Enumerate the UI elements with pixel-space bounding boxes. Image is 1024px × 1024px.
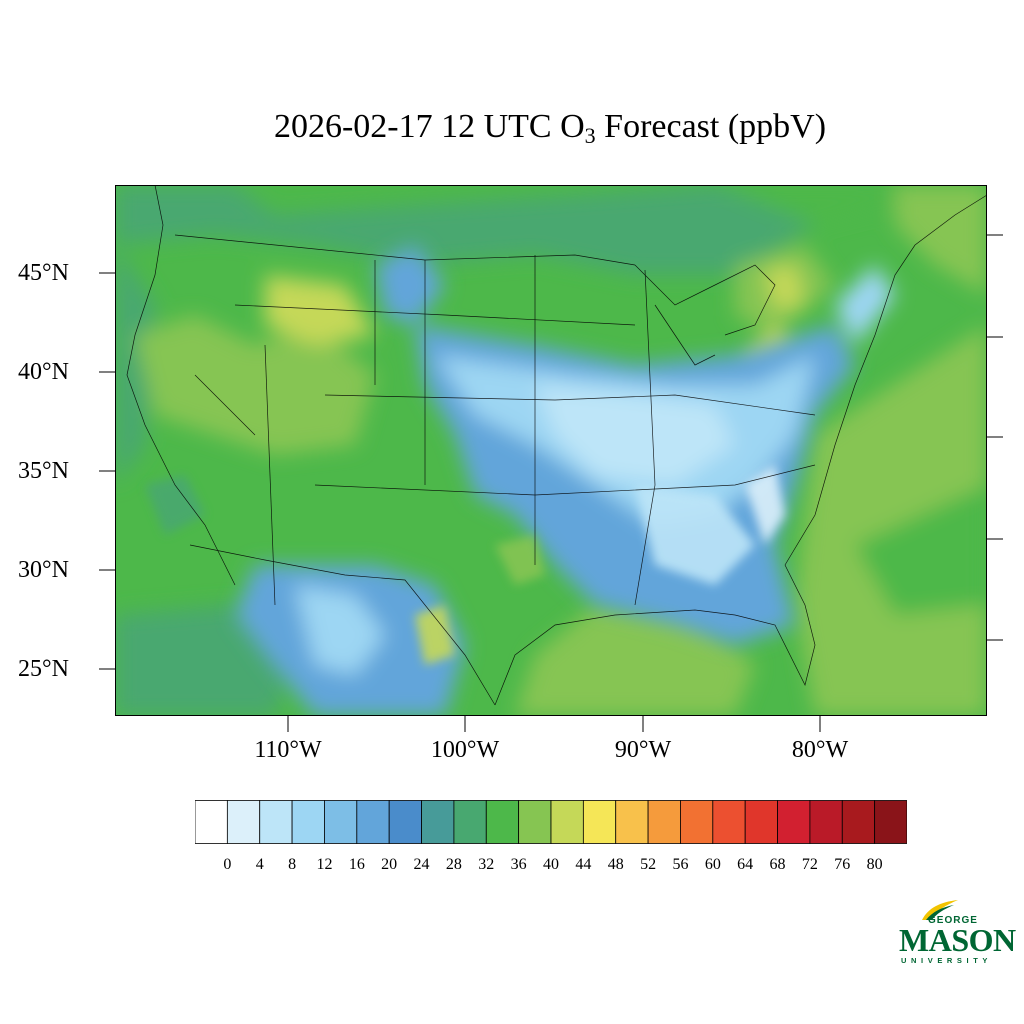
colorbar-box <box>291 800 325 844</box>
ozone-detail <box>145 465 785 665</box>
logo-flame-icon <box>922 900 958 920</box>
colorbar-box <box>356 800 390 844</box>
colorbar-tick-label: 44 <box>575 856 592 873</box>
colorbar-box <box>874 800 907 844</box>
bottom-ticks <box>287 716 821 732</box>
colorbar-box <box>744 800 778 844</box>
colorbar-tick-label: 40 <box>543 856 559 873</box>
lon-label-100w: 100°W <box>430 737 500 763</box>
colorbar-tick-label: 12 <box>316 856 333 873</box>
colorbar-box <box>647 800 681 844</box>
colorbar-box <box>809 800 843 844</box>
lat-label-25: 25°N <box>18 656 69 682</box>
title-prefix: 2026-02-17 12 UTC O <box>273 108 585 145</box>
colorbar-box <box>841 800 876 844</box>
colorbar-box <box>388 800 422 844</box>
colorbar-tick-label: 60 <box>704 856 721 873</box>
colorbar-tick-label: 72 <box>801 856 818 873</box>
lon-label-110w: 110°W <box>254 737 322 763</box>
logo-university-text: UNIVERSITY <box>901 956 993 965</box>
lat-label-40: 40°N <box>18 359 69 385</box>
lon-label-90w: 90°W <box>614 737 672 763</box>
colorbar-tick-label: 36 <box>510 856 527 873</box>
colorbar-box <box>195 800 228 844</box>
colorbar-tick-label: 52 <box>640 856 657 873</box>
colorbar-box <box>421 800 455 844</box>
colorbar-box <box>518 800 552 844</box>
title-suffix: Forecast (ppbV) <box>595 108 827 145</box>
colorbar-box <box>777 800 811 844</box>
boundaries <box>126 185 987 706</box>
colorbar-box <box>582 800 617 844</box>
colorbar-tick-label: 32 <box>478 856 495 873</box>
left-ticks <box>99 272 115 670</box>
map-title: 2026-02-17 12 UTC O3 Forecast (ppbV) <box>0 108 1024 149</box>
colorbar-tick-label: 8 <box>288 856 297 873</box>
colorbar-box <box>485 800 520 844</box>
colorbar-tick-label: 16 <box>348 856 365 873</box>
lat-label-30: 30°N <box>18 557 69 583</box>
colorbar-tick-label: 56 <box>672 856 689 873</box>
colorbar <box>195 800 907 844</box>
colorbar-box <box>453 800 487 844</box>
lon-label-80w: 80°W <box>791 737 849 763</box>
colorbar-tick-label: 68 <box>769 856 786 873</box>
colorbar-box <box>259 800 293 844</box>
logo-george-text: GEORGE <box>928 915 978 926</box>
ozone-forecast-map <box>115 185 987 716</box>
right-ticks <box>987 234 1003 641</box>
george-mason-logo: GEORGE MASON UNIVERSITY <box>898 898 1016 968</box>
colorbar-tick-label: 20 <box>381 856 398 873</box>
colorbar-tick-label: 28 <box>445 856 462 873</box>
title-subscript: 3 <box>584 123 596 148</box>
lat-label-35: 35°N <box>18 458 69 484</box>
colorbar-tick-label: 0 <box>223 856 232 873</box>
logo-mason-text: MASON <box>899 922 1016 958</box>
colorbar-box <box>226 800 261 844</box>
colorbar-box <box>550 800 584 844</box>
colorbar-tick-label: 76 <box>834 856 851 873</box>
colorbar-tick-label: 24 <box>413 856 430 873</box>
ozone-field <box>115 185 987 716</box>
map-border <box>115 185 987 716</box>
lat-label-45: 45°N <box>18 260 69 286</box>
colorbar-tick-label: 64 <box>737 856 754 873</box>
colorbar-box <box>324 800 358 844</box>
colorbar-tick-label: 80 <box>866 856 883 873</box>
colorbar-tick-label: 48 <box>607 856 624 873</box>
colorbar-box <box>615 800 649 844</box>
colorbar-box <box>712 800 746 844</box>
colorbar-tick-label: 4 <box>255 856 264 873</box>
colorbar-box <box>680 800 714 844</box>
